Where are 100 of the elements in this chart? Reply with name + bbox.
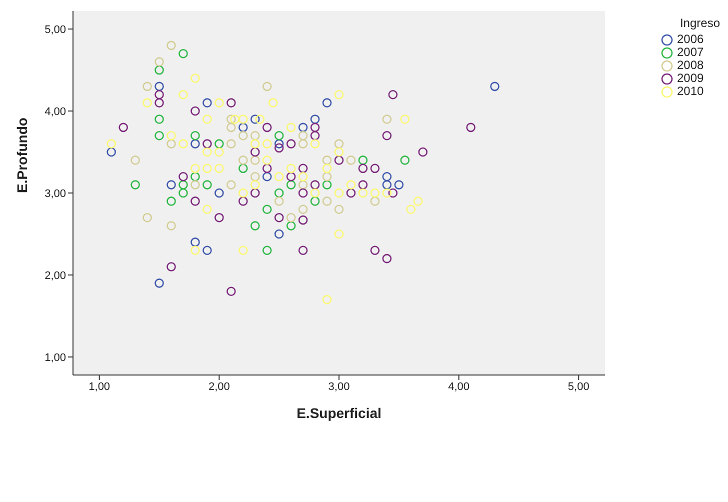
point (154, 82, 164, 92)
point (358, 164, 368, 174)
point (190, 238, 200, 247)
point (322, 172, 332, 182)
point (346, 188, 356, 198)
point (286, 139, 296, 148)
point (202, 246, 212, 256)
point (190, 130, 200, 140)
point (298, 172, 308, 182)
point (214, 188, 224, 198)
legend-label: 2006 (677, 32, 704, 46)
point (250, 139, 260, 148)
point (238, 196, 248, 206)
point (166, 196, 176, 206)
point (262, 82, 272, 92)
point (238, 246, 248, 256)
point (388, 188, 398, 198)
point (382, 114, 392, 124)
y-tick-label: 5,00 (44, 24, 66, 36)
point (154, 57, 164, 66)
point (262, 172, 272, 182)
point (358, 180, 368, 190)
point (226, 139, 236, 148)
point (190, 196, 200, 206)
point (286, 180, 296, 190)
point (298, 139, 308, 148)
point (178, 180, 188, 190)
point (226, 180, 236, 190)
point (178, 90, 188, 100)
point (190, 180, 200, 190)
point (388, 90, 398, 100)
point (238, 122, 248, 132)
point (202, 164, 212, 174)
point (250, 188, 260, 198)
x-tick-label: 3,00 (328, 380, 350, 393)
x-tick-label: 4,00 (448, 380, 470, 393)
point (214, 164, 224, 174)
point (214, 147, 224, 157)
point (310, 196, 320, 206)
point (370, 246, 380, 256)
point (262, 164, 272, 174)
point (274, 143, 284, 153)
point (250, 156, 260, 165)
y-tick-label: 2,00 (44, 270, 66, 282)
point (274, 188, 284, 198)
point (202, 147, 212, 157)
point (250, 114, 260, 124)
point (166, 262, 176, 272)
point (230, 114, 240, 124)
point (298, 204, 308, 214)
point (370, 188, 380, 198)
point (154, 98, 164, 108)
point (334, 229, 344, 239)
y-axis-title: E.Profundo (14, 118, 30, 193)
point (298, 164, 308, 174)
point (322, 196, 332, 206)
point (274, 229, 284, 239)
point (154, 90, 164, 100)
legend-label: 2009 (677, 71, 704, 85)
point (262, 122, 272, 132)
point (142, 212, 152, 222)
point (310, 188, 320, 198)
point (250, 180, 260, 190)
point (346, 156, 356, 165)
point (394, 180, 404, 190)
point (274, 172, 284, 182)
point (262, 204, 272, 214)
point (286, 212, 296, 222)
point (238, 156, 248, 165)
point (370, 164, 380, 174)
point (226, 122, 236, 132)
point (202, 204, 212, 214)
point (274, 196, 284, 206)
point (178, 188, 188, 198)
point (322, 156, 332, 165)
legend-label: 2007 (677, 45, 704, 59)
point (382, 254, 392, 264)
point (250, 147, 260, 157)
point (334, 188, 344, 198)
point (298, 246, 308, 256)
point (298, 122, 308, 132)
point (382, 180, 392, 190)
point (322, 180, 332, 190)
y-tick-label: 3,00 (44, 188, 66, 200)
point (154, 65, 164, 75)
point (286, 172, 296, 182)
point (466, 122, 476, 132)
point (358, 188, 368, 198)
point (268, 98, 278, 108)
point (358, 156, 368, 165)
point (238, 188, 248, 198)
point (202, 98, 212, 108)
point (214, 212, 224, 222)
point (214, 139, 224, 148)
point (346, 180, 356, 190)
point (190, 172, 200, 182)
y-tick-label: 1,00 (44, 352, 66, 364)
legend-label: 2010 (677, 84, 704, 98)
point (202, 180, 212, 190)
point (154, 278, 164, 288)
